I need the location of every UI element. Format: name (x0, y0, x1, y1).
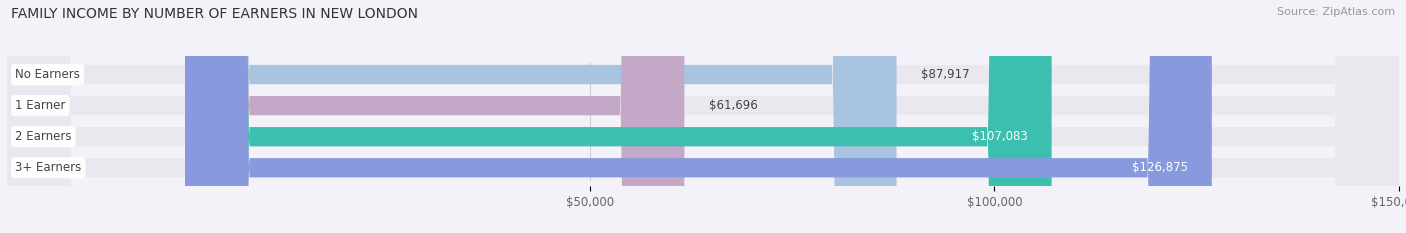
Text: 3+ Earners: 3+ Earners (15, 161, 82, 174)
FancyBboxPatch shape (7, 0, 1399, 233)
Text: $87,917: $87,917 (921, 68, 970, 81)
FancyBboxPatch shape (7, 0, 1399, 233)
FancyBboxPatch shape (186, 0, 685, 233)
FancyBboxPatch shape (186, 0, 1052, 233)
Text: FAMILY INCOME BY NUMBER OF EARNERS IN NEW LONDON: FAMILY INCOME BY NUMBER OF EARNERS IN NE… (11, 7, 418, 21)
FancyBboxPatch shape (186, 0, 897, 233)
Text: 2 Earners: 2 Earners (15, 130, 72, 143)
Text: No Earners: No Earners (15, 68, 80, 81)
FancyBboxPatch shape (7, 0, 1399, 233)
FancyBboxPatch shape (186, 0, 1212, 233)
Text: Source: ZipAtlas.com: Source: ZipAtlas.com (1277, 7, 1395, 17)
Text: $107,083: $107,083 (972, 130, 1028, 143)
Text: $61,696: $61,696 (709, 99, 758, 112)
FancyBboxPatch shape (7, 0, 1399, 233)
Text: 1 Earner: 1 Earner (15, 99, 66, 112)
Text: $126,875: $126,875 (1132, 161, 1188, 174)
